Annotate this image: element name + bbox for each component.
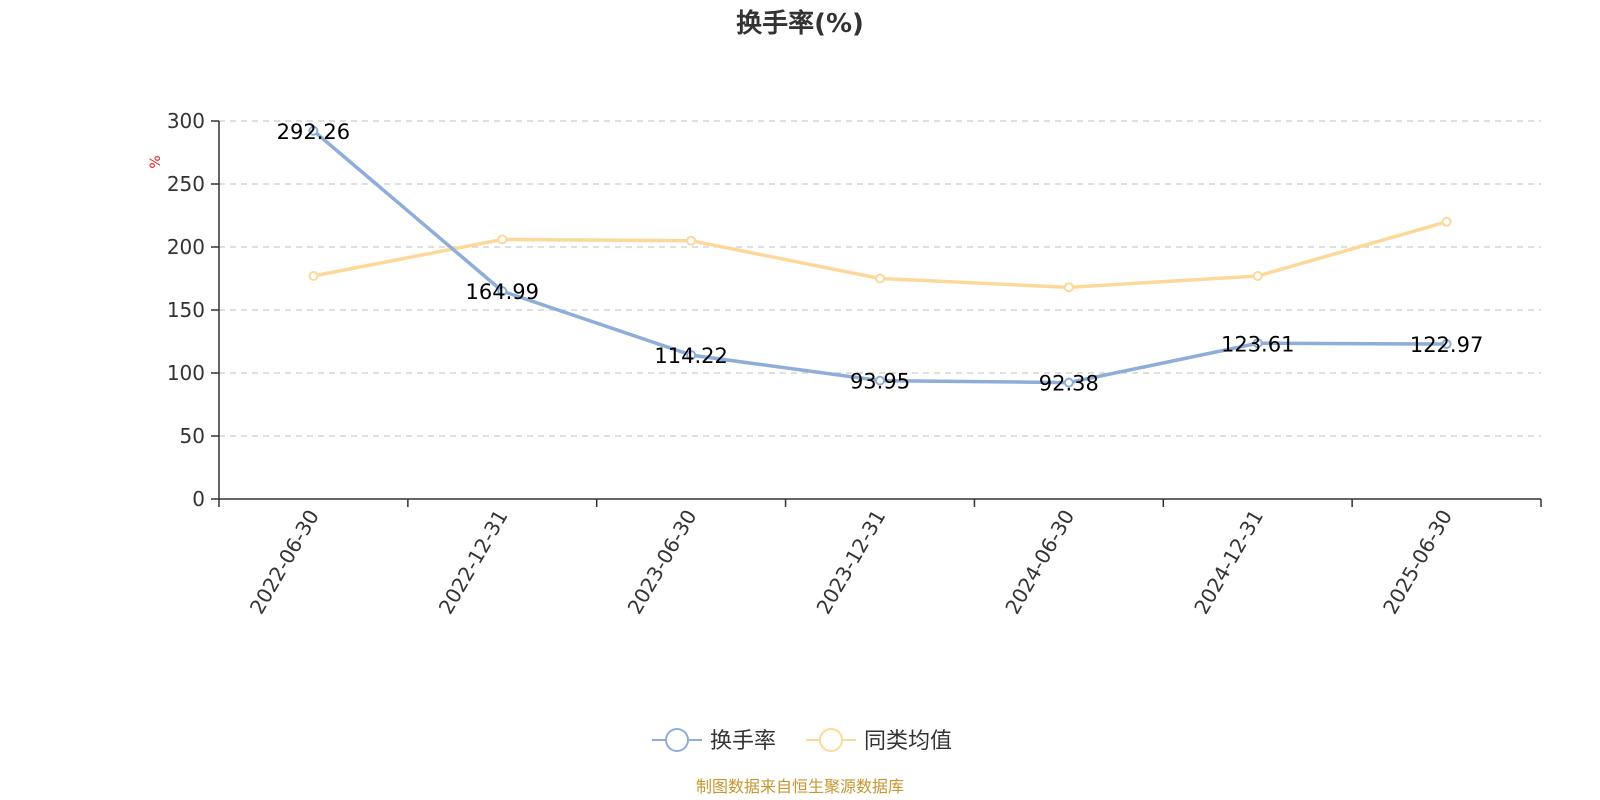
source-note: 制图数据来自恒生聚源数据库: [696, 777, 904, 796]
data-point-peer-average: [686, 235, 697, 246]
x-tick-label: 2024-06-30: [1000, 506, 1079, 619]
axes: 0 50 100 150 200 250 300 2022-06-30 2022-12-31 20…: [167, 109, 1542, 619]
y-tick-label: 100: [167, 361, 205, 385]
x-tick-label: 2025-06-30: [1378, 506, 1457, 619]
data-point-turnover: [686, 350, 697, 361]
data-point-peer-average: [1441, 216, 1452, 227]
y-axis-unit-label: %: [148, 155, 164, 168]
legend-label: 同类均值: [864, 729, 952, 754]
y-tick-label: 50: [180, 424, 205, 448]
series-lines: [308, 125, 1452, 388]
data-label: 122.97: [1410, 333, 1483, 357]
y-tick-label: 250: [167, 172, 205, 196]
legend-marker-icon: [819, 728, 843, 752]
y-tick-label: 0: [192, 487, 205, 511]
y-tick-label: 150: [167, 298, 205, 322]
legend[interactable]: 换手率 同类均值: [652, 728, 952, 754]
data-label: 114.22: [654, 344, 727, 368]
legend-label: 换手率: [710, 729, 776, 754]
data-label: 93.95: [850, 370, 910, 394]
x-tick-label: 2022-12-31: [434, 506, 513, 619]
data-label: 292.26: [277, 120, 350, 144]
data-label: 123.61: [1221, 332, 1294, 356]
y-tick-label: 200: [167, 235, 205, 259]
chart-title: 换手率(%): [736, 8, 864, 39]
data-point-peer-average: [875, 273, 885, 284]
data-point-peer-average: [1252, 270, 1263, 281]
legend-item-peer-average[interactable]: 同类均值: [806, 728, 952, 754]
grid-lines: [219, 120, 1541, 437]
legend-marker-icon: [665, 728, 689, 752]
x-tick-label: 2024-12-31: [1189, 506, 1268, 619]
data-labels: 292.26 164.99 114.22 93.95 92.38 123.61 122.97: [277, 120, 1484, 396]
data-point-peer-average: [497, 234, 508, 245]
x-tick-label: 2022-06-30: [245, 506, 324, 619]
legend-item-turnover[interactable]: 换手率: [652, 728, 776, 754]
data-point-peer-average: [1063, 282, 1074, 293]
data-point-turnover: [875, 375, 885, 386]
data-point-turnover: [1063, 377, 1074, 388]
y-tick-label: 300: [167, 109, 205, 133]
data-point-turnover: [1252, 338, 1263, 349]
data-point-turnover: [308, 125, 319, 136]
data-point-peer-average: [308, 270, 319, 281]
x-tick-label: 2023-06-30: [623, 506, 702, 619]
data-label: 92.38: [1039, 372, 1099, 396]
data-point-turnover: [1441, 339, 1452, 350]
x-tick-label: 2023-12-31: [811, 506, 890, 619]
data-point-turnover: [497, 286, 508, 297]
data-label: 164.99: [466, 280, 539, 304]
